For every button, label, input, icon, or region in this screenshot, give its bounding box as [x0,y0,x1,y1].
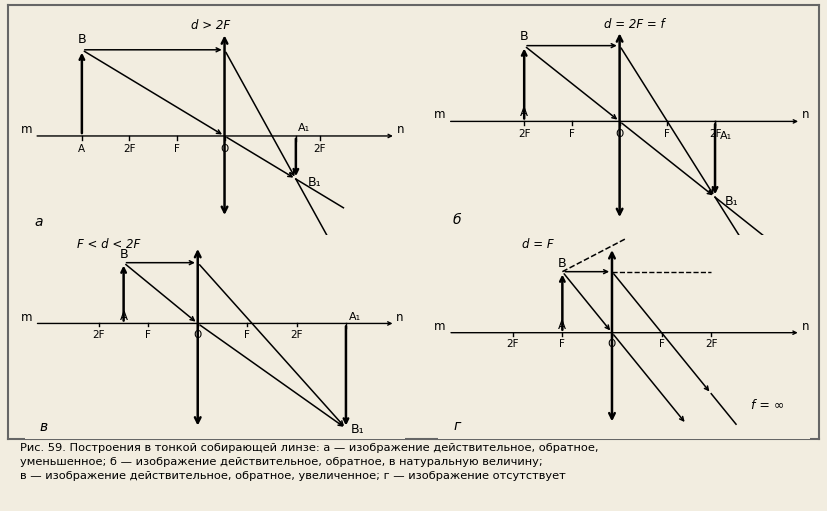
Text: Рис. 59. Построения в тонкой собирающей линзе: а — изображение действительное, о: Рис. 59. Построения в тонкой собирающей … [21,443,599,481]
Text: O: O [608,339,616,350]
Text: B: B [119,248,128,261]
Text: б: б [452,213,461,227]
Text: A₁: A₁ [719,131,732,141]
Text: B: B [78,33,86,47]
Text: F: F [559,339,566,350]
Text: 2F: 2F [518,129,530,139]
Text: в: в [40,420,48,434]
Text: F: F [658,339,665,350]
Text: 2F: 2F [93,330,105,339]
Text: d > 2F: d > 2F [191,19,230,32]
Text: B: B [558,257,566,270]
Text: F: F [146,330,151,339]
Text: 2F: 2F [709,129,721,139]
Text: 2F: 2F [506,339,519,350]
Text: A: A [79,144,85,154]
Text: F: F [244,330,250,339]
Text: B₁: B₁ [724,195,739,208]
Text: F: F [664,129,670,139]
Text: B: B [520,30,528,43]
Text: а: а [35,216,43,229]
Text: n: n [802,108,810,122]
Text: f = ∞: f = ∞ [751,399,784,412]
Text: 2F: 2F [123,144,136,154]
Text: г: г [453,420,461,433]
Text: n: n [396,311,404,323]
Text: B₁: B₁ [351,423,365,435]
Text: O: O [615,129,624,139]
Text: O: O [194,330,202,339]
Text: d = F: d = F [522,238,553,251]
Text: A: A [120,310,127,323]
Text: F: F [174,144,180,154]
Text: m: m [434,320,446,333]
Text: m: m [21,123,32,135]
Text: n: n [397,123,404,135]
Text: 2F: 2F [705,339,718,350]
Text: F < d < 2F: F < d < 2F [77,238,141,251]
Text: d = 2F = f: d = 2F = f [604,18,664,31]
Text: A₁: A₁ [299,123,310,133]
Text: O: O [221,144,228,154]
Text: A₁: A₁ [348,312,361,322]
Text: n: n [801,320,809,333]
Text: B₁: B₁ [308,175,322,189]
Text: 2F: 2F [290,330,303,339]
Text: m: m [434,108,446,122]
Text: A: A [520,106,528,119]
Text: 2F: 2F [313,144,326,154]
Text: m: m [21,311,32,323]
Text: F: F [569,129,575,139]
Text: A: A [558,319,566,332]
